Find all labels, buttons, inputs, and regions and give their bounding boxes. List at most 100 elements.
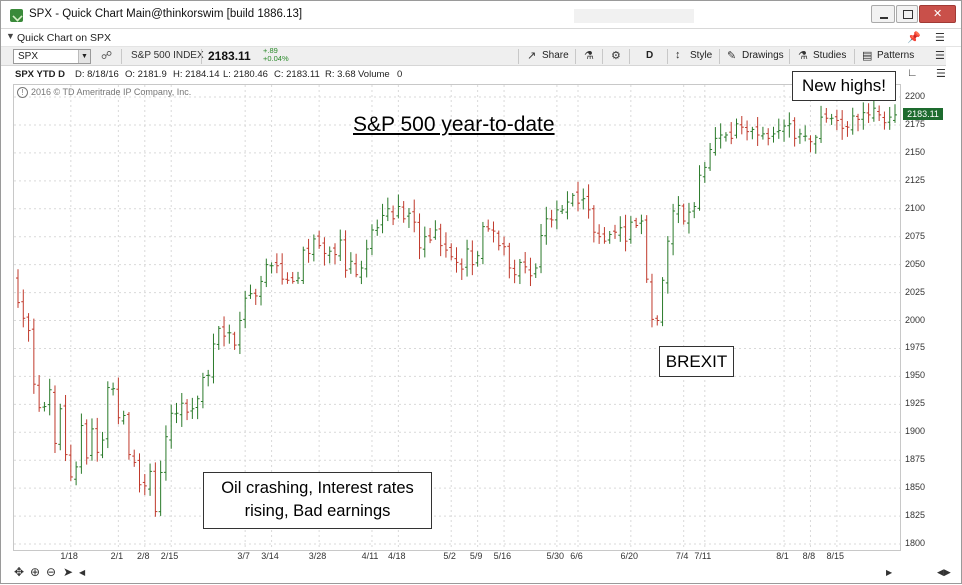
patterns-button[interactable]: Patterns: [877, 50, 915, 61]
ohlc-bar: [486, 219, 491, 232]
ohlc-bar: [607, 231, 612, 244]
ohlc-bar: [671, 203, 676, 256]
ohlc-bar: [560, 205, 565, 215]
ohlc-bar: [681, 203, 686, 225]
ohlc-bar: [116, 377, 121, 425]
ohlc-bar: [496, 230, 501, 251]
ohlc-bar: [739, 116, 744, 135]
ohlc-bar: [296, 271, 301, 284]
zoom-out-icon[interactable]: ⊖: [46, 565, 57, 579]
scroll-right-icon[interactable]: ▶: [886, 568, 893, 577]
bar-high: H: 2184.14: [173, 69, 220, 80]
annotation-oil-line1: Oil crashing, Interest rates: [221, 479, 414, 497]
gear-icon[interactable]: ⚙: [611, 50, 621, 62]
flask-icon[interactable]: ⚗: [584, 50, 594, 62]
date-tick-label: 7/11: [694, 551, 712, 561]
toolbar-divider: [518, 49, 519, 64]
share-icon[interactable]: ↗: [527, 50, 537, 62]
zoom-in-icon[interactable]: ⊕: [30, 565, 41, 579]
date-tick-label: 3/7: [237, 551, 250, 561]
ohlc-bar: [227, 324, 232, 344]
ohlc-bar: [401, 201, 406, 223]
studies-button[interactable]: Studies: [813, 50, 847, 61]
ohlc-bar: [760, 126, 765, 140]
date-tick-label: 5/30: [546, 551, 564, 561]
cursor-icon[interactable]: ➤: [63, 565, 74, 579]
close-button[interactable]: [919, 5, 956, 23]
ohlc-bar: [343, 230, 348, 278]
ohlc-bar: [306, 238, 311, 263]
ohlc-bar: [428, 227, 433, 244]
ohlc-bar: [523, 252, 528, 274]
ohlc-bar: [723, 132, 728, 142]
ohlc-bar: [348, 252, 353, 274]
pin-icon[interactable]: 📌: [907, 32, 921, 44]
timeframe-button[interactable]: D: [646, 50, 654, 61]
scroll-left-icon[interactable]: ◀: [79, 568, 86, 577]
ohlc-bar: [63, 394, 68, 462]
ohlc-bar: [676, 196, 681, 224]
ohlc-bar: [549, 209, 554, 228]
annotation-oil-line2: rising, Bad earnings: [244, 502, 391, 520]
toolbar-menu-icon[interactable]: ☰: [935, 50, 945, 62]
bar-range: R: 3.68: [325, 69, 356, 80]
annotation-oil-crash: Oil crashing, Interest rates rising, Bad…: [203, 472, 432, 529]
net-change: +.89: [263, 46, 278, 55]
date-tick-label: 2/1: [110, 551, 124, 561]
menu-icon[interactable]: ☰: [935, 32, 945, 44]
price-tick-label: 2000: [905, 314, 926, 325]
ohlc-bar: [369, 224, 374, 256]
ohlc-bar: [338, 229, 343, 262]
ohlc-bar: [126, 412, 131, 460]
ohlc-bar: [665, 236, 670, 294]
price-tick-label: 2175: [905, 118, 926, 129]
price-tick-label: 1950: [905, 370, 926, 381]
ohlc-bar: [137, 453, 142, 493]
info-icon[interactable]: !: [17, 87, 28, 98]
chevron-down-icon[interactable]: ▼: [6, 31, 15, 41]
pencil-icon[interactable]: ✎: [727, 50, 737, 62]
symbol-dropdown-icon[interactable]: ▼: [78, 50, 90, 63]
patterns-icon[interactable]: ▤: [862, 50, 873, 62]
ohlc-bar: [211, 333, 216, 384]
ohlc-bar: [148, 463, 153, 496]
ohlc-bar: [581, 188, 586, 210]
price-tick-label: 2150: [905, 146, 926, 157]
ohlc-bar: [237, 311, 242, 355]
link-icon[interactable]: ☍: [101, 50, 113, 62]
expand-range-icon[interactable]: ◀▶: [937, 567, 951, 577]
ohlc-bar: [834, 109, 839, 131]
chart-toolbar: SPX ▼ ☍ S&P 500 INDEX 2183.11 +.89 +0.04…: [1, 47, 961, 66]
ohlc-bar: [438, 223, 443, 257]
ohlc-bar: [776, 118, 781, 139]
style-button[interactable]: Style: [690, 50, 713, 61]
studies-flask-icon[interactable]: ⚗: [798, 50, 808, 62]
drawings-button[interactable]: Drawings: [742, 50, 784, 61]
ohlc-bar: [882, 111, 887, 130]
quick-chart-label[interactable]: Quick Chart on SPX: [17, 32, 111, 44]
candlestick-icon[interactable]: ↕: [675, 49, 681, 61]
ohlc-bar: [612, 224, 617, 239]
price-tick-label: 2050: [905, 258, 926, 269]
ohlc-bar: [222, 316, 227, 347]
ohlc-bar: [660, 277, 665, 327]
last-price: 2183.11: [208, 49, 251, 63]
app-logo-icon: [10, 9, 23, 22]
price-scale-icon[interactable]: ∟: [907, 67, 918, 79]
side-menu-icon[interactable]: ☰: [936, 68, 946, 80]
pan-icon[interactable]: ✥: [14, 565, 25, 579]
ohlc-bar: [829, 113, 834, 125]
ohlc-bar: [887, 106, 892, 130]
price-tick-label: 1925: [905, 398, 926, 409]
symbol-period: SPX YTD D: [15, 69, 65, 80]
symbol-input[interactable]: SPX ▼: [13, 49, 91, 64]
maximize-button[interactable]: [896, 5, 918, 23]
ohlc-bar: [391, 205, 396, 226]
ohlc-bar: [729, 122, 734, 145]
ohlc-bar: [750, 126, 755, 140]
share-button[interactable]: Share: [542, 50, 569, 61]
ohlc-bar: [655, 315, 660, 326]
minimize-button[interactable]: [871, 5, 895, 23]
ohlc-bar: [153, 462, 158, 517]
